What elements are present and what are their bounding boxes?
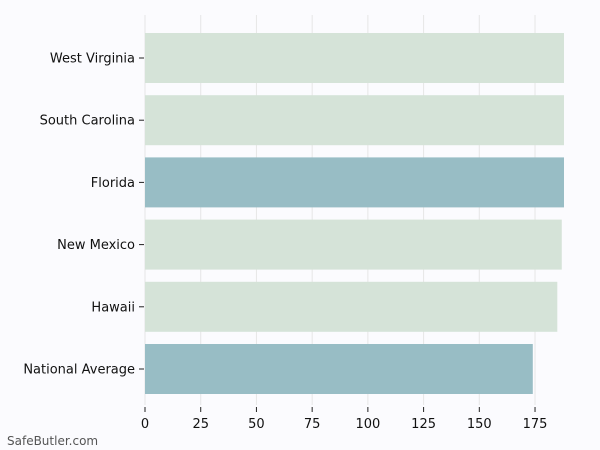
bar-south-carolina [145, 95, 564, 146]
bars [145, 33, 564, 394]
x-tick-label-100: 100 [355, 417, 380, 432]
bar-national-average [145, 344, 533, 394]
bar-florida [145, 157, 564, 208]
x-tick-label-175: 175 [523, 417, 548, 432]
category-label-florida: Florida [91, 176, 135, 191]
category-label-hawaii: Hawaii [91, 300, 135, 315]
x-tick-label-150: 150 [467, 417, 492, 432]
y-axis: West Virginia South Carolina Florida New Me… [23, 52, 144, 378]
category-label-new-mexico: New Mexico [57, 238, 135, 253]
bar-new-mexico [145, 219, 562, 270]
x-tick-label-50: 50 [248, 417, 265, 432]
bar-west-virginia [145, 33, 564, 83]
x-tick-label-25: 25 [192, 417, 209, 432]
x-tick-label-125: 125 [411, 417, 436, 432]
x-axis: 0 25 50 75 100 125 150 175 [141, 407, 548, 432]
x-tick-label-0: 0 [141, 417, 149, 432]
x-tick-label-75: 75 [304, 417, 321, 432]
bar-hawaii [145, 281, 558, 332]
category-label-south-carolina: South Carolina [40, 114, 135, 129]
watermark: SafeButler.com [7, 434, 99, 448]
category-label-west-virginia: West Virginia [50, 52, 135, 67]
category-label-national-average: National Average [23, 363, 135, 378]
